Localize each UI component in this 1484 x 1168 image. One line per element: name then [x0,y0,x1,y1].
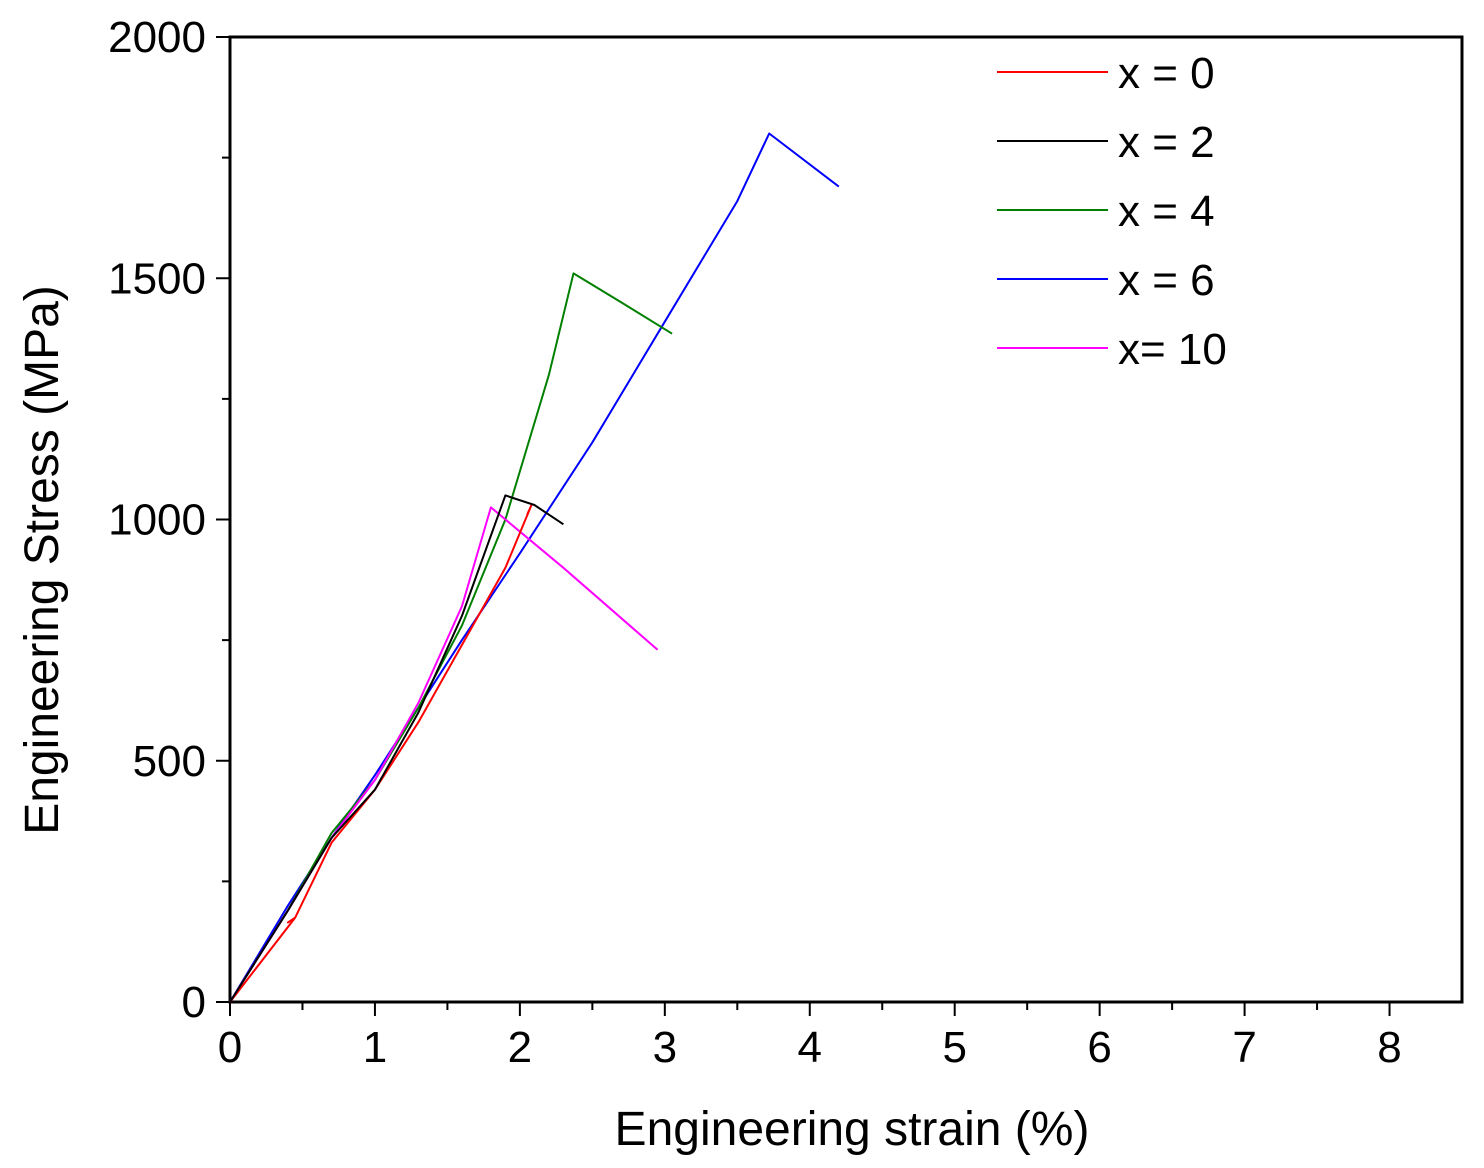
y-tick-label: 2000 [108,13,206,62]
series-line-3 [229,132,840,1003]
y-tick-label: 500 [133,737,206,786]
x-tick-label: 2 [508,1023,532,1072]
x-tick-label: 8 [1377,1023,1401,1072]
y-tick-label: 1000 [108,496,206,545]
legend-label: x = 0 [1118,49,1215,98]
legend-label: x= 10 [1118,325,1227,374]
y-axis-ticks: 0 500 1000 1500 2000 [108,13,230,1027]
y-axis-title: Engineering Stress (MPa) [16,285,69,835]
legend-label: x = 6 [1118,256,1215,305]
legend-label: x = 4 [1118,187,1215,236]
x-tick-label: 6 [1087,1023,1111,1072]
series-lines [229,132,840,1003]
x-axis-title: Engineering strain (%) [615,1103,1090,1156]
y-tick-label: 1500 [108,254,206,303]
legend: x = 0 x = 2 x = 4 x = 6 x= 10 [997,49,1227,374]
x-tick-label: 4 [798,1023,822,1072]
x-axis-ticks: 0 1 2 3 4 5 6 7 8 [218,1002,1402,1072]
x-tick-label: 7 [1232,1023,1256,1072]
legend-label: x = 2 [1118,118,1215,167]
x-tick-label: 3 [653,1023,677,1072]
series-line-2 [229,272,673,1003]
x-tick-label: 5 [942,1023,966,1072]
x-tick-label: 1 [363,1023,387,1072]
y-tick-label: 0 [182,978,206,1027]
plot-frame [228,35,1464,1004]
series-line-4 [229,506,659,1003]
x-tick-label: 0 [218,1023,242,1072]
series-line-1 [229,494,564,1003]
